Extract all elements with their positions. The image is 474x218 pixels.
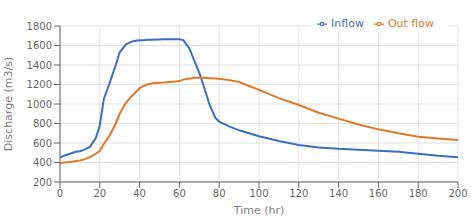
svg-text:200: 200 bbox=[448, 188, 467, 199]
svg-text:0: 0 bbox=[57, 188, 63, 199]
html-text:Inflow: Inflow bbox=[331, 17, 364, 30]
svg-text:120: 120 bbox=[289, 188, 308, 199]
html-text:Out flow: Out flow bbox=[387, 17, 434, 30]
svg-text:Discharge (m3/s): Discharge (m3/s) bbox=[2, 57, 15, 151]
svg-text:100: 100 bbox=[249, 188, 268, 199]
svg-text:600: 600 bbox=[33, 138, 52, 149]
svg-text:40: 40 bbox=[133, 188, 146, 199]
svg-text:1200: 1200 bbox=[27, 79, 52, 90]
svg-text:60: 60 bbox=[173, 188, 186, 199]
svg-text:1000: 1000 bbox=[27, 99, 52, 110]
svg-text:1600: 1600 bbox=[27, 40, 52, 51]
svg-text:Time (hr): Time (hr) bbox=[233, 204, 285, 217]
svg-text:180: 180 bbox=[409, 188, 428, 199]
svg-text:1400: 1400 bbox=[27, 60, 52, 71]
svg-text:400: 400 bbox=[33, 157, 52, 168]
svg-text:80: 80 bbox=[213, 188, 226, 199]
svg-text:20: 20 bbox=[93, 188, 106, 199]
svg-text:140: 140 bbox=[329, 188, 348, 199]
svg-text:160: 160 bbox=[369, 188, 388, 199]
svg-text:200: 200 bbox=[33, 177, 52, 188]
svg-text:800: 800 bbox=[33, 118, 52, 129]
svg-text:1800: 1800 bbox=[27, 21, 52, 32]
